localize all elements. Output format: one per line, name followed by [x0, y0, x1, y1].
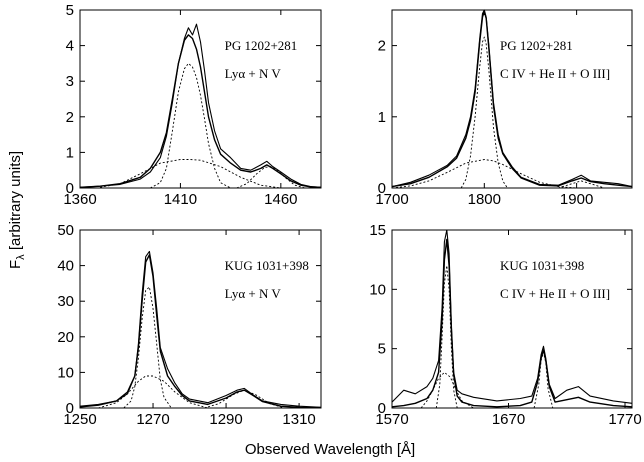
plot-frame — [79, 229, 322, 409]
series-fit-total-line — [79, 34, 322, 188]
series-observed-line — [391, 9, 633, 188]
series-fit-total-line — [79, 254, 322, 409]
object-name-label: KUG 1031+398 — [500, 258, 584, 273]
y-tick-label: 2 — [66, 109, 74, 126]
emission-lines-label: C IV + He II + O III] — [500, 66, 610, 81]
y-axis-label: Fλ [arbitrary units] — [7, 151, 27, 269]
emission-lines-label: Lyα + N V — [225, 66, 282, 81]
x-tick-label: 1290 — [209, 411, 242, 428]
y-tick-label: 4 — [66, 38, 74, 55]
object-name-label: PG 1202+281 — [500, 38, 573, 53]
x-tick-label: 1250 — [63, 411, 96, 428]
series-component-nv-line — [204, 389, 285, 409]
y-tick-label: 30 — [57, 293, 74, 310]
series-fit-total-line — [391, 238, 633, 408]
y-tick-label: 2 — [378, 38, 386, 55]
emission-lines-label: Lyα + N V — [225, 286, 282, 301]
series-component-heii-line — [558, 180, 605, 189]
x-tick-label: 1410 — [164, 191, 197, 208]
series-component-narrow-line — [150, 62, 231, 189]
series-observed-line — [391, 229, 633, 404]
y-tick-label: 0 — [66, 180, 74, 197]
panel-bottom-left: 1250 1270 1290 1310 0 10 20 30 40 50 KUG 1031+398 L… — [57, 222, 322, 428]
series-component-nv-line — [236, 166, 306, 189]
series-fit-total-line — [391, 10, 633, 188]
panel-bottom-right: 1570 1670 1770 0 5 10 15 KUG 1031+398 C IV + He … — [369, 222, 641, 428]
y-tick-label: 10 — [57, 364, 74, 381]
x-tick-label: 1800 — [468, 191, 501, 208]
series-component-broad-line — [100, 159, 281, 189]
y-tick-label: 1 — [378, 109, 386, 126]
series-observed-line — [79, 250, 322, 408]
plot-frame — [79, 9, 322, 189]
panel-top-left: 1360 1410 1460 0 1 2 3 4 5 PG 1202+281 Lyα + N V — [63, 2, 322, 208]
x-tick-label: 1700 — [375, 191, 408, 208]
y-tick-label: 10 — [369, 281, 386, 298]
plot-frame — [391, 229, 633, 409]
y-tick-label: 20 — [57, 329, 74, 346]
object-name-label: KUG 1031+398 — [225, 258, 309, 273]
y-tick-label: 1 — [66, 144, 74, 161]
series-component-narrow-line — [123, 286, 172, 409]
x-axis-label: Observed Wavelength [Å] — [245, 441, 415, 458]
series-component-narrow-line — [460, 36, 508, 189]
y-tick-label: 0 — [66, 400, 74, 417]
x-tick-label: 1270 — [136, 411, 169, 428]
x-tick-label: 1670 — [492, 411, 525, 428]
x-tick-label: 1310 — [282, 411, 315, 428]
series-component-broad-line — [420, 371, 474, 409]
series-observed-line — [79, 23, 322, 188]
object-name-label: PG 1202+281 — [225, 38, 298, 53]
y-tick-label: 15 — [369, 222, 386, 239]
y-tick-label: 3 — [66, 73, 74, 90]
x-tick-label: 1570 — [375, 411, 408, 428]
emission-lines-label: C IV + He II + O III] — [500, 286, 610, 301]
y-tick-label: 0 — [378, 180, 386, 197]
y-tick-label: 40 — [57, 258, 74, 275]
x-tick-label: 1900 — [560, 191, 593, 208]
plot-frame — [391, 9, 633, 189]
x-tick-label: 1460 — [264, 191, 297, 208]
y-tick-label: 5 — [378, 341, 386, 358]
panel-top-right: 1700 1800 1900 0 1 2 PG 1202+281 C IV + He II +… — [375, 9, 633, 208]
series-component-heii-line — [533, 351, 554, 409]
x-tick-label: 1360 — [63, 191, 96, 208]
y-tick-label: 50 — [57, 222, 74, 239]
x-tick-label: 1770 — [608, 411, 641, 428]
y-tick-label: 0 — [378, 400, 386, 417]
series-component-broad-line — [391, 159, 577, 189]
y-tick-label: 5 — [66, 2, 74, 19]
series-component-narrow-line — [435, 265, 458, 409]
